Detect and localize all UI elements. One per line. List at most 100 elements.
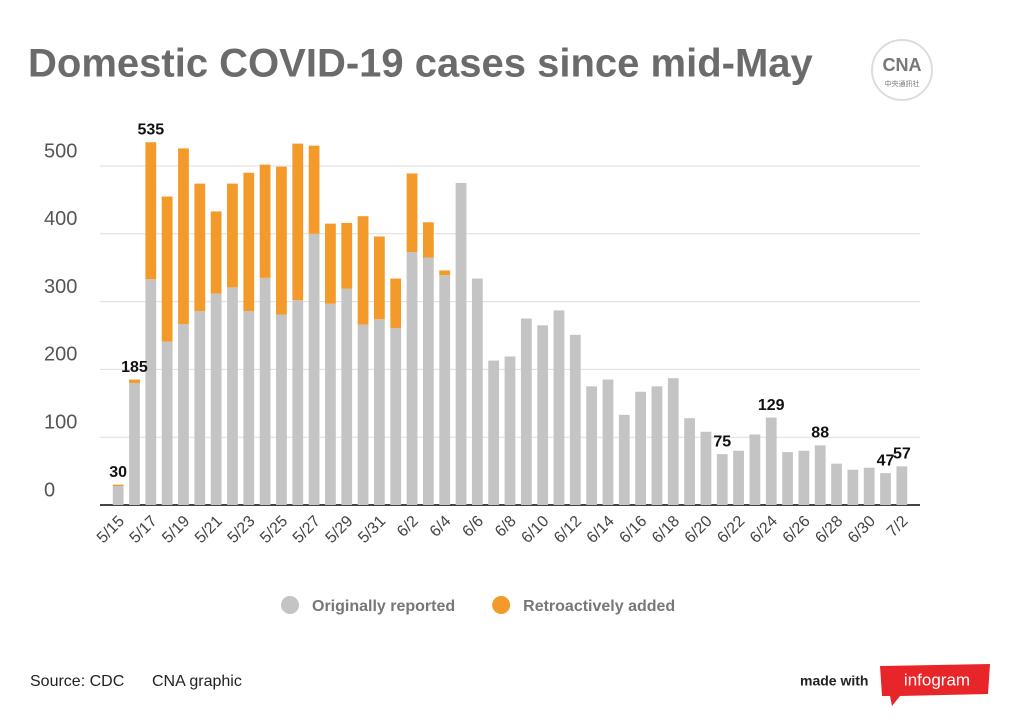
bar-segment	[422, 222, 434, 258]
bar-segment	[553, 310, 565, 505]
x-tick-label: 6/2	[394, 513, 422, 541]
bar-segment	[798, 450, 810, 505]
bar-segment	[194, 183, 206, 312]
bar-segment	[488, 360, 500, 505]
x-tick-label: 5/23	[225, 513, 259, 547]
bar-segment	[455, 182, 467, 505]
bar-segment	[390, 278, 402, 329]
bar-segment	[749, 434, 761, 505]
bar-segment	[357, 324, 369, 505]
x-tick-label: 5/15	[94, 513, 128, 547]
bar-segment	[406, 252, 418, 505]
data-label: 30	[109, 464, 127, 481]
bar-segment	[471, 278, 483, 505]
bar-segment	[569, 334, 581, 505]
x-tick-label: 7/2	[884, 513, 912, 541]
bar-segment	[325, 223, 336, 304]
made-with: made with	[800, 673, 868, 689]
data-label: 47	[877, 452, 895, 469]
x-tick-label: 6/4	[427, 513, 455, 541]
x-tick-label: 6/22	[714, 513, 748, 547]
bar-segment	[161, 341, 173, 505]
logo-text: CNA	[883, 55, 922, 75]
bar-segment	[847, 469, 859, 505]
logo-circle	[871, 39, 933, 101]
x-tick-label: 5/25	[257, 513, 291, 547]
bar-segment	[814, 445, 826, 505]
chart-title: Domestic COVID-19 cases since mid-May	[28, 42, 814, 86]
bar-segment	[308, 233, 320, 506]
x-tick-label: 6/18	[649, 513, 683, 547]
bar-segment	[782, 452, 793, 505]
bar-segment	[112, 484, 124, 487]
bar-segment	[145, 279, 157, 505]
bar-segment	[341, 288, 353, 505]
y-tick-label: 200	[44, 344, 77, 366]
bar-segment	[210, 211, 222, 294]
bar-segment	[129, 379, 140, 383]
bar-segment	[765, 417, 777, 505]
data-label: 57	[893, 446, 911, 463]
x-tick-label: 6/10	[518, 513, 552, 547]
brand: infogram	[904, 670, 970, 689]
x-tick-label: 5/31	[355, 513, 389, 547]
legend-marker	[492, 596, 511, 614]
bar-segment	[733, 450, 744, 505]
x-tick-label: 5/17	[127, 513, 161, 547]
bar-segment	[259, 164, 271, 278]
bar-segment	[651, 386, 663, 505]
bar-segment	[292, 300, 304, 505]
bar-segment	[374, 236, 385, 320]
legend-label: Retroactively added	[523, 598, 675, 615]
bar-segment	[292, 143, 304, 301]
bar-segment	[586, 386, 598, 505]
x-tick-label: 5/21	[192, 513, 226, 547]
data-label: 75	[713, 433, 731, 450]
bar-segment	[439, 270, 451, 276]
y-tick-label: 400	[44, 208, 77, 230]
data-label: 88	[811, 425, 829, 442]
bar-segment	[880, 473, 891, 505]
x-tick-label: 5/19	[159, 513, 193, 547]
legend-label: Originally reported	[312, 598, 455, 615]
bar-segment	[716, 454, 728, 505]
bar-segment	[863, 467, 875, 505]
brand-badge	[880, 664, 990, 706]
bar-segment	[618, 414, 630, 505]
data-label: 535	[137, 121, 164, 138]
bar-segment	[161, 196, 173, 342]
bar-segment	[112, 486, 124, 505]
bar-segment	[194, 311, 206, 505]
bar-segment	[243, 311, 255, 505]
bar-segment	[537, 325, 549, 505]
bar-segment	[684, 418, 695, 505]
x-tick-label: 6/16	[616, 513, 650, 547]
bar-segment	[227, 183, 238, 288]
x-tick-label: 6/8	[492, 513, 520, 541]
bar-segment	[635, 391, 646, 505]
bar-segment	[178, 323, 189, 505]
x-tick-label: 6/30	[845, 513, 879, 547]
bar-segment	[422, 257, 434, 505]
x-tick-label: 6/26	[780, 513, 814, 547]
bar-segment	[129, 382, 140, 505]
x-tick-label: 6/28	[812, 513, 846, 547]
data-label: 129	[758, 397, 785, 414]
bar-segment	[259, 277, 271, 505]
x-tick-label: 6/20	[682, 513, 716, 547]
bar-segment	[504, 356, 516, 505]
y-tick-label: 300	[44, 276, 77, 298]
bar-segment	[667, 378, 679, 505]
bar-segment	[178, 148, 189, 324]
bar-segment	[439, 275, 451, 505]
bar-segment	[210, 293, 222, 505]
x-tick-label: 5/29	[323, 513, 357, 547]
x-tick-label: 5/27	[290, 513, 324, 547]
source: Source: CDC	[30, 673, 124, 690]
bar-segment	[308, 145, 320, 234]
credit: CNA graphic	[152, 673, 242, 690]
bar-segment	[896, 466, 908, 505]
x-tick-label: 6/24	[747, 513, 781, 547]
x-tick-label: 6/12	[551, 513, 585, 547]
